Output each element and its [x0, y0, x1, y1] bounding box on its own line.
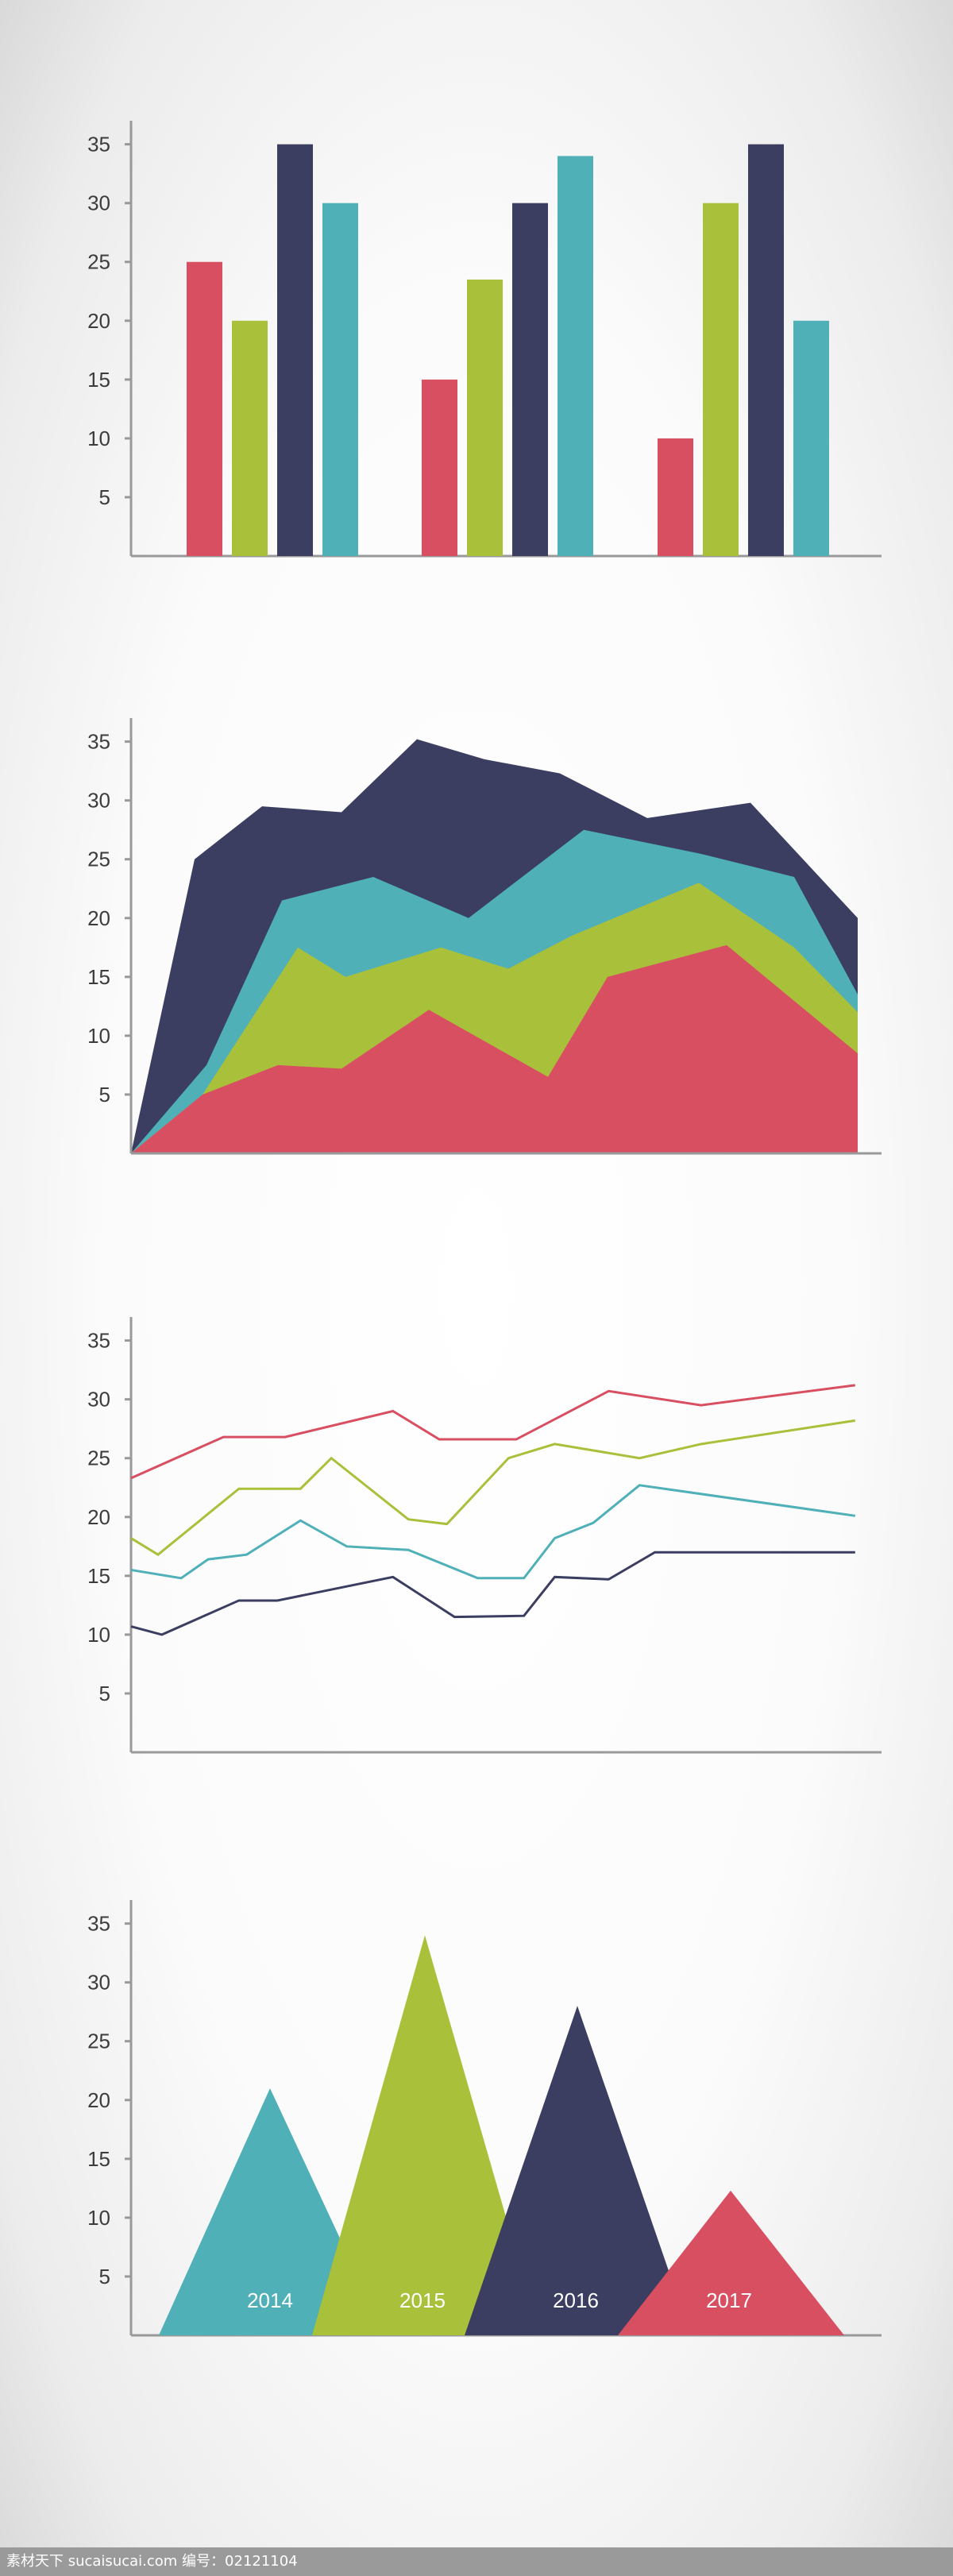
area-chart: 5 10 15 20 25 30 35 — [0, 677, 953, 1233]
area-y-tick-label: 5 — [99, 1083, 110, 1106]
triangle-y-tick-label: 25 — [87, 2030, 110, 2053]
line-y-tick-label: 25 — [87, 1446, 110, 1470]
line-y-tick-label: 20 — [87, 1505, 110, 1529]
watermark-text: 素材天下 sucaisucai.com 编号：02121104 — [6, 2553, 298, 2570]
bar-y-tick-label: 10 — [87, 427, 110, 450]
line-chart: 5 10 15 20 25 30 35 — [0, 1276, 953, 1832]
triangle-2017 — [618, 2190, 844, 2335]
area-y-tick-label: 20 — [87, 906, 110, 930]
line-chart-svg: 5 10 15 20 25 30 35 — [87, 1317, 882, 1754]
triangle-y-tick-label: 20 — [87, 2088, 110, 2112]
triangle-2016 — [465, 2006, 691, 2335]
bar-chart-svg: 5 10 15 20 25 30 35 — [87, 121, 882, 558]
bar — [467, 279, 503, 556]
triangle-2014 — [159, 2087, 385, 2335]
line-y-tick-label: 5 — [99, 1682, 110, 1705]
triangle-y-tick-label: 10 — [87, 2206, 110, 2230]
category-label: 2014 — [247, 2288, 293, 2312]
bar-y-tick-label: 35 — [87, 133, 110, 156]
bar — [658, 438, 693, 556]
bar — [558, 156, 593, 556]
bar — [748, 144, 784, 557]
area-y-tick-label: 25 — [87, 848, 110, 871]
bar — [322, 203, 358, 557]
area-red — [131, 944, 858, 1153]
line-series-teal — [130, 1484, 856, 1580]
line-series-red — [130, 1384, 855, 1480]
bar-y-tick-label: 25 — [87, 250, 110, 274]
area-y-tick-label: 30 — [87, 789, 110, 813]
bar — [277, 144, 313, 557]
bar-y-tick-label: 5 — [99, 485, 110, 509]
area-chart-svg: 5 10 15 20 25 30 35 — [87, 718, 882, 1155]
category-label: 2016 — [553, 2288, 599, 2312]
bar-y-tick-label: 15 — [87, 368, 110, 392]
line-y-tick-label: 30 — [87, 1388, 110, 1412]
line-y-tick-label: 15 — [87, 1564, 110, 1588]
triangle-y-tick-label: 5 — [99, 2265, 110, 2288]
category-label: 2017 — [706, 2288, 752, 2312]
line-series-green — [130, 1419, 856, 1557]
bar-y-tick-label: 20 — [87, 309, 110, 333]
triangle-y-tick-label: 35 — [87, 1912, 110, 1936]
bar — [512, 203, 548, 557]
bar-y-tick-label: 30 — [87, 191, 110, 215]
line-series-navy — [130, 1551, 855, 1636]
triangle-chart-svg: 5 10 15 20 25 30 35 2014 2015 2016 2017 — [87, 1900, 882, 2337]
category-label: 2015 — [399, 2288, 446, 2312]
watermark-bar: 素材天下 sucaisucai.com 编号：02121104 — [0, 2547, 953, 2576]
bar — [232, 320, 268, 556]
bar-chart: 5 10 15 20 25 30 35 — [0, 79, 953, 635]
triangle-y-tick-label: 15 — [87, 2147, 110, 2171]
line-y-tick-label: 35 — [87, 1329, 110, 1353]
area-y-tick-label: 35 — [87, 730, 110, 754]
area-y-tick-label: 10 — [87, 1024, 110, 1048]
bar — [793, 320, 829, 556]
line-y-tick-label: 10 — [87, 1623, 110, 1647]
bar — [422, 379, 457, 556]
bar — [703, 203, 739, 557]
triangle-chart: 5 10 15 20 25 30 35 2014 2015 2016 2017 — [0, 1859, 953, 2415]
triangle-2015 — [312, 1935, 540, 2335]
triangle-y-tick-label: 30 — [87, 1971, 110, 1995]
area-y-tick-label: 15 — [87, 965, 110, 989]
bar — [187, 261, 222, 556]
